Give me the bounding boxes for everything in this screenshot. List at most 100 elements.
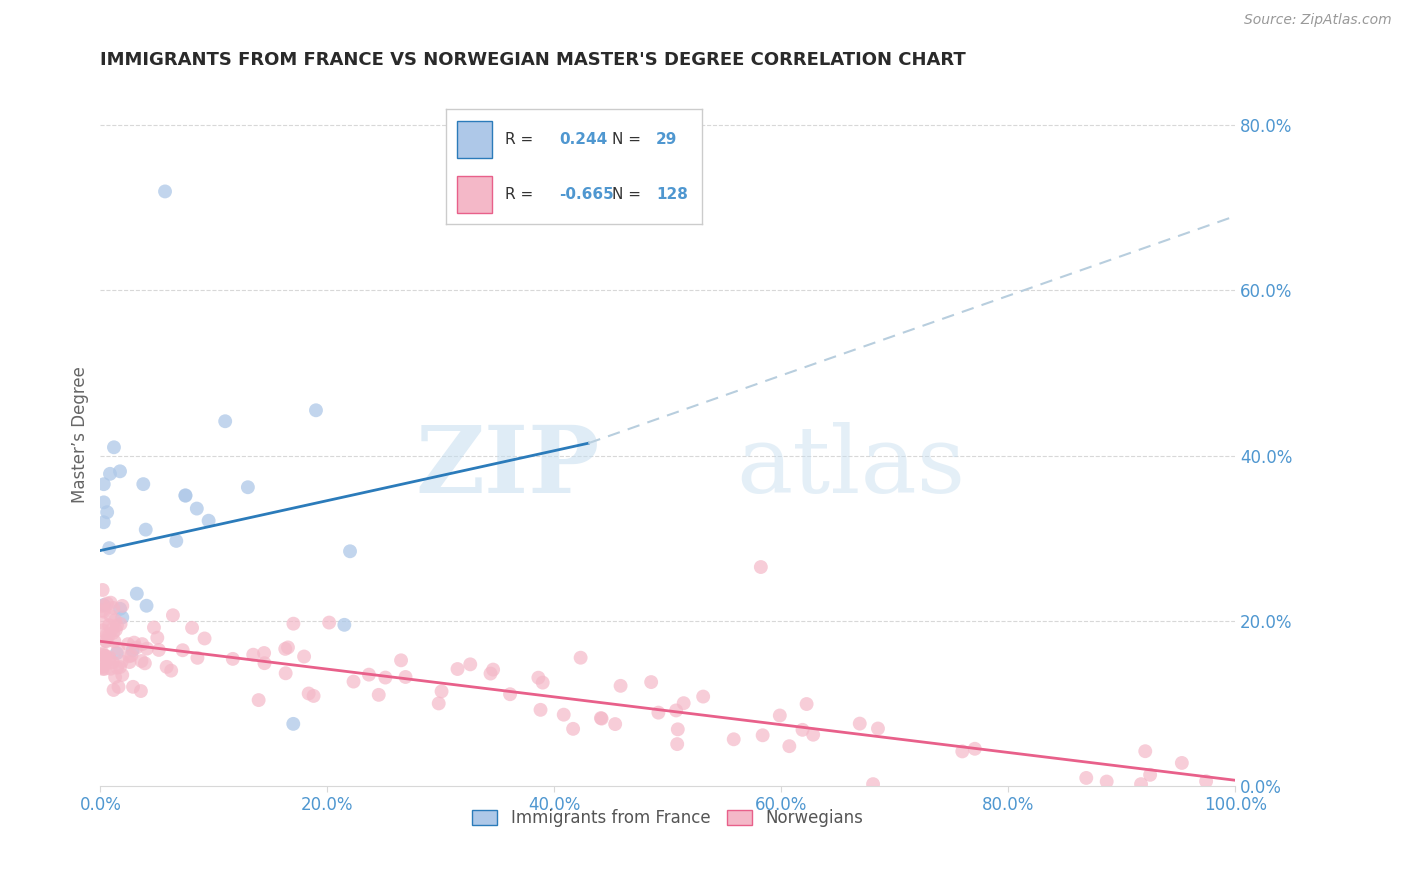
Point	[247, 693, 270, 707]
Point	[105, 660, 128, 674]
Point	[553, 707, 575, 722]
Point	[569, 650, 592, 665]
Point	[318, 615, 340, 630]
Point	[848, 716, 870, 731]
Point	[482, 663, 505, 677]
Point	[298, 686, 321, 700]
Point	[93, 495, 115, 509]
Point	[1095, 774, 1118, 789]
Point	[156, 660, 179, 674]
Point	[253, 656, 276, 670]
Point	[1130, 777, 1153, 791]
Point	[749, 560, 772, 574]
Point	[723, 732, 745, 747]
Point	[91, 582, 114, 597]
Point	[1195, 774, 1218, 789]
Point	[104, 623, 127, 637]
Point	[93, 515, 115, 529]
Point	[122, 635, 145, 649]
Point	[111, 655, 134, 669]
Point	[110, 616, 132, 631]
Point	[111, 610, 134, 624]
Point	[97, 629, 120, 643]
Y-axis label: Master’s Degree: Master’s Degree	[72, 367, 89, 503]
Point	[666, 737, 689, 751]
Point	[274, 666, 297, 681]
Point	[121, 643, 143, 657]
Point	[214, 414, 236, 428]
Point	[186, 501, 208, 516]
Point	[91, 603, 114, 617]
Point	[165, 533, 187, 548]
Point	[529, 703, 551, 717]
Point	[91, 624, 114, 638]
Point	[146, 631, 169, 645]
Point	[277, 640, 299, 655]
Point	[665, 703, 688, 717]
Point	[135, 599, 157, 613]
Point	[866, 722, 889, 736]
Point	[93, 605, 115, 619]
Point	[122, 680, 145, 694]
Point	[1139, 768, 1161, 782]
Point	[1171, 756, 1194, 770]
Point	[181, 621, 204, 635]
Point	[605, 717, 627, 731]
Point	[186, 650, 208, 665]
Point	[527, 671, 550, 685]
Point	[174, 488, 197, 502]
Point	[692, 690, 714, 704]
Point	[94, 633, 117, 648]
Point	[283, 616, 305, 631]
Point	[91, 646, 114, 660]
Point	[96, 628, 118, 642]
Point	[118, 649, 141, 664]
Point	[963, 741, 986, 756]
Point	[222, 652, 245, 666]
Point	[105, 618, 128, 632]
Point	[283, 717, 305, 731]
Point	[117, 637, 139, 651]
Point	[389, 653, 412, 667]
Point	[769, 708, 792, 723]
Text: ZIP: ZIP	[415, 422, 600, 511]
Point	[589, 711, 612, 725]
Text: atlas: atlas	[735, 422, 965, 511]
Point	[111, 599, 134, 613]
Point	[333, 617, 356, 632]
Point	[302, 689, 325, 703]
Point	[91, 648, 114, 662]
Text: Source: ZipAtlas.com: Source: ZipAtlas.com	[1244, 13, 1392, 28]
Point	[1135, 744, 1157, 758]
Point	[91, 662, 114, 676]
Point	[197, 514, 219, 528]
Point	[172, 643, 194, 657]
Point	[801, 728, 824, 742]
Point	[666, 723, 689, 737]
Point	[427, 697, 450, 711]
Point	[591, 712, 613, 726]
Point	[862, 777, 884, 791]
Point	[94, 649, 117, 664]
Point	[499, 687, 522, 701]
Point	[96, 505, 118, 519]
Point	[131, 654, 153, 668]
Point	[103, 683, 125, 698]
Point	[105, 646, 128, 660]
Point	[101, 626, 124, 640]
Point	[100, 608, 122, 623]
Point	[108, 464, 131, 478]
Point	[672, 696, 695, 710]
Point	[108, 602, 131, 616]
Point	[98, 652, 121, 666]
Point	[134, 657, 156, 671]
Point	[153, 185, 176, 199]
Point	[174, 489, 197, 503]
Point	[101, 655, 124, 669]
Point	[458, 657, 481, 672]
Point	[162, 608, 184, 623]
Point	[640, 675, 662, 690]
Point	[93, 658, 115, 673]
Point	[107, 680, 129, 694]
Point	[292, 649, 315, 664]
